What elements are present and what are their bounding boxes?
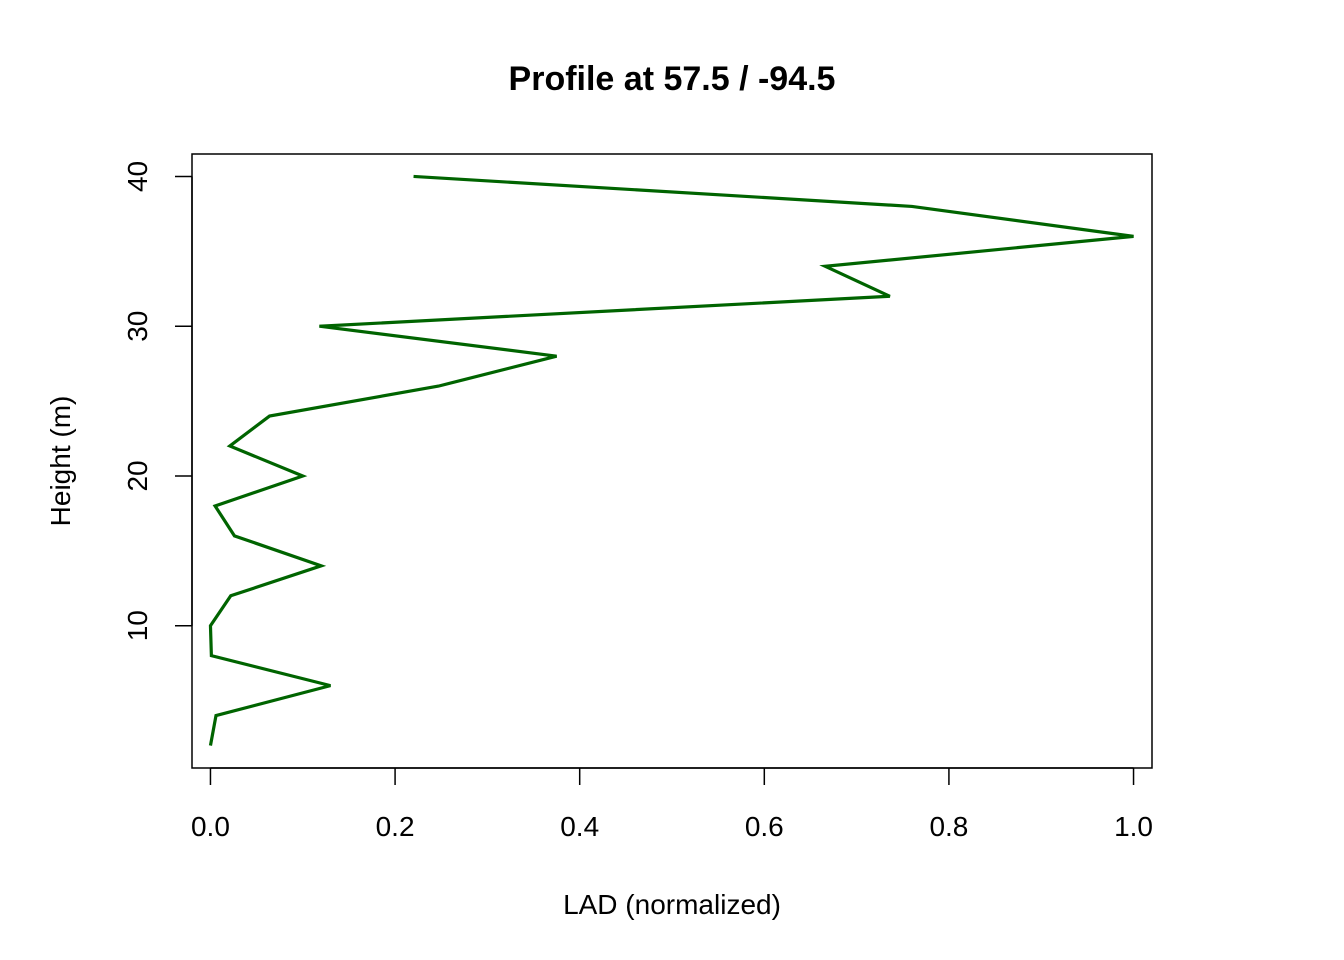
y-tick-label: 10 xyxy=(122,610,153,641)
x-tick-label: 1.0 xyxy=(1114,811,1153,842)
x-tick-label: 0.4 xyxy=(560,811,599,842)
x-tick-label: 0.2 xyxy=(376,811,415,842)
x-tick-label: 0.6 xyxy=(745,811,784,842)
plot-area-frame xyxy=(191,153,1153,769)
y-axis-label: Height (m) xyxy=(45,396,76,527)
series-line-0 xyxy=(208,174,1134,746)
y-tick-label: 20 xyxy=(122,460,153,491)
x-tick-label: 0.8 xyxy=(929,811,968,842)
x-axis-label: LAD (normalized) xyxy=(563,889,781,920)
chart-title: Profile at 57.5 / -94.5 xyxy=(509,60,836,98)
x-axis: 0.0 0.2 0.4 0.6 0.8 1.0 xyxy=(191,767,1153,842)
x-tick-label: 0.0 xyxy=(191,811,230,842)
y-tick-label: 40 xyxy=(122,161,153,192)
series-group xyxy=(208,174,1134,746)
y-axis: 10 20 30 40 xyxy=(122,161,193,641)
y-tick-label: 30 xyxy=(122,311,153,342)
